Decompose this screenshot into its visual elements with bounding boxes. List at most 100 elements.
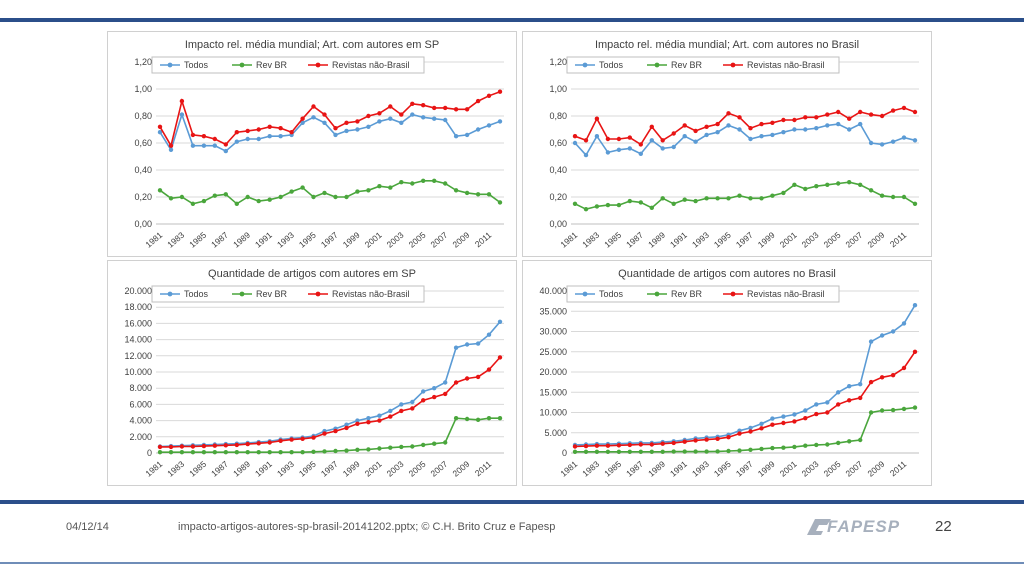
data-point-rev_br — [847, 180, 852, 185]
data-point-revistas — [157, 444, 163, 450]
y-tick-label: 0,20 — [134, 192, 152, 202]
data-point-rev_br — [410, 181, 415, 186]
data-point-rev_br — [267, 450, 272, 455]
x-tick-label: 1993 — [690, 459, 711, 479]
chart-count-sp: Quantidade de artigos com autores em SP 0… — [124, 268, 504, 479]
data-point-rev_br — [355, 447, 360, 452]
data-point-todos — [847, 127, 852, 132]
x-tick-label: 1999 — [341, 230, 362, 250]
data-point-rev_br — [234, 450, 239, 455]
data-point-revistas — [627, 135, 632, 140]
footer-date: 04/12/14 — [66, 521, 109, 533]
data-point-todos — [179, 112, 185, 117]
x-tick-label: 2009 — [450, 459, 471, 479]
x-tick-label: 1983 — [165, 230, 186, 250]
data-point-todos — [377, 413, 382, 418]
x-tick-label: 2011 — [888, 459, 909, 479]
y-tick-label: 15.000 — [539, 387, 567, 397]
data-point-revistas — [157, 124, 163, 129]
fapesp-logo-icon — [807, 519, 831, 535]
data-point-revistas — [399, 112, 404, 117]
data-point-revistas — [715, 121, 720, 127]
data-point-rev_br — [660, 196, 665, 201]
data-point-revistas — [748, 126, 753, 131]
x-tick-label: 1985 — [602, 459, 623, 479]
data-point-revistas — [890, 108, 896, 113]
data-point-rev_br — [726, 196, 731, 201]
x-tick-label: 2011 — [473, 459, 494, 479]
x-tick-label: 1999 — [756, 459, 777, 479]
data-point-revistas — [190, 132, 196, 138]
data-point-revistas — [453, 380, 459, 385]
x-tick-label: 1997 — [734, 230, 755, 250]
data-point-todos — [858, 382, 863, 387]
x-tick-label: 2001 — [778, 230, 799, 250]
legend-label: Todos — [184, 289, 209, 299]
legend-swatch-marker — [315, 291, 321, 297]
data-point-revistas — [638, 442, 643, 447]
data-point-rev_br — [223, 192, 228, 197]
data-point-todos — [256, 136, 261, 142]
data-point-todos — [388, 408, 393, 414]
x-tick-label: 1991 — [253, 459, 274, 479]
x-tick-label: 1987 — [624, 230, 645, 250]
data-point-revistas — [901, 105, 907, 111]
data-point-rev_br — [443, 440, 448, 445]
data-point-revistas — [486, 367, 492, 372]
data-point-rev_br — [879, 193, 885, 198]
data-point-rev_br — [311, 449, 316, 454]
data-point-revistas — [704, 124, 709, 129]
chart-count-br: Quantidade de artigos com autores no Bra… — [539, 268, 919, 479]
data-point-rev_br — [858, 437, 863, 443]
data-point-rev_br — [333, 448, 338, 454]
y-tick-label: 30.000 — [539, 327, 567, 337]
data-point-revistas — [432, 105, 437, 111]
x-tick-label: 1983 — [580, 459, 601, 479]
data-point-todos — [333, 132, 338, 138]
legend-swatch-marker — [582, 291, 588, 297]
page-number: 22 — [935, 518, 952, 535]
data-point-todos — [879, 142, 885, 147]
data-point-rev_br — [399, 180, 404, 185]
data-point-revistas — [847, 398, 852, 403]
data-point-revistas — [594, 443, 600, 448]
x-tick-label: 1989 — [231, 230, 252, 250]
data-point-rev_br — [234, 201, 239, 206]
data-point-revistas — [693, 128, 698, 134]
data-point-rev_br — [464, 190, 470, 196]
data-point-rev_br — [168, 450, 174, 455]
data-point-rev_br — [453, 416, 459, 421]
data-point-todos — [627, 146, 632, 151]
data-point-revistas — [475, 98, 481, 104]
legend-label: Revistas não-Brasil — [332, 60, 410, 70]
data-point-rev_br — [737, 193, 742, 198]
data-point-rev_br — [223, 450, 228, 455]
data-point-todos — [890, 329, 896, 334]
data-point-todos — [770, 416, 775, 421]
data-point-todos — [803, 408, 808, 413]
data-point-revistas — [223, 142, 228, 147]
data-point-todos — [464, 132, 470, 138]
data-point-revistas — [311, 104, 316, 109]
chart-panel-impact-sp: Impacto rel. média mundial; Art. com aut… — [107, 31, 517, 257]
data-point-rev_br — [693, 198, 698, 204]
x-tick-label: 1997 — [319, 459, 340, 479]
data-point-rev_br — [605, 202, 611, 208]
data-point-rev_br — [497, 200, 503, 205]
data-point-revistas — [726, 435, 731, 440]
y-tick-label: 14.000 — [124, 335, 152, 345]
data-point-rev_br — [311, 194, 316, 200]
x-tick-label: 2001 — [778, 459, 799, 479]
x-tick-label: 2005 — [407, 459, 428, 479]
data-point-revistas — [190, 444, 196, 449]
data-point-rev_br — [682, 449, 687, 454]
y-tick-label: 40.000 — [539, 286, 567, 296]
data-point-revistas — [726, 111, 731, 116]
data-point-rev_br — [693, 449, 698, 454]
data-point-revistas — [715, 436, 720, 441]
data-point-todos — [366, 124, 371, 129]
y-tick-label: 0,00 — [134, 219, 152, 229]
legend-box — [151, 285, 425, 303]
y-tick-label: 1,00 — [134, 84, 152, 94]
legend-swatch-marker — [239, 62, 245, 68]
